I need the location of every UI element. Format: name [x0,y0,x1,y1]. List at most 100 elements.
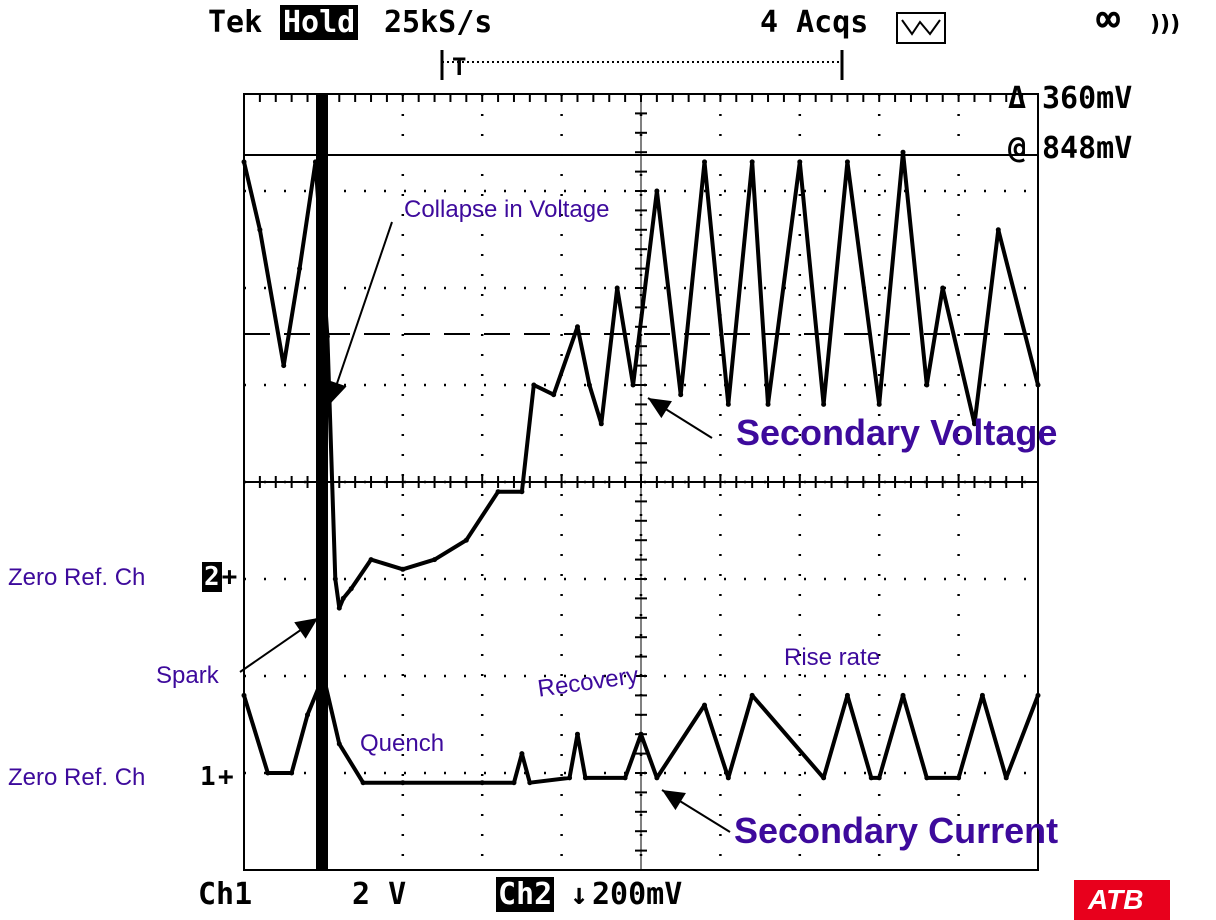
secondary-voltage-point [876,401,882,407]
secondary-voltage-point [551,392,557,398]
zero-ref-ch2-marker: 2 [202,562,222,592]
secondary-voltage-point [336,605,342,611]
delta-value: 360mV [1042,81,1133,116]
collapse-arrow-head [327,379,347,404]
secondary-voltage-point [348,586,354,592]
collapse-arrow [329,221,393,405]
secondary-current-point [289,770,295,776]
delta-symbol: Δ [1008,81,1027,116]
at-symbol: @ [1008,131,1027,166]
ch1-scale: 2 V [352,877,407,912]
secondary-voltage-label: Secondary Voltage [736,412,1058,453]
rise-rate-label: Rise rate [784,644,881,671]
secondary-voltage-point [702,159,708,165]
secondary-voltage-point [725,401,731,407]
spark-arrow-head [294,618,318,639]
secondary-current-point [622,775,628,781]
secondary-voltage-point [900,149,906,155]
ch2-label: Ch2 [496,877,555,912]
secondary-voltage-point [340,595,346,601]
secondary-current-label: Secondary Current [734,810,1059,851]
secondary-current-point [320,673,326,679]
secondary-current-point [567,775,573,781]
secondary-current-point [511,780,517,786]
secondary-voltage-point [586,382,592,388]
secondary-voltage-point [257,227,263,233]
secondary-voltage-point [821,401,827,407]
secondary-voltage-point [630,382,636,388]
voltage-arrow-head [648,398,672,419]
secondary-current-point [519,751,525,757]
ch2-scale: 200mV [592,877,683,912]
secondary-current-point [360,780,366,786]
secondary-current-point [336,741,342,747]
secondary-current-point [305,712,311,718]
secondary-current-point [821,775,827,781]
secondary-voltage-point [749,159,755,165]
sample-rate: 25kS/s [384,5,493,40]
secondary-voltage-point [1035,382,1041,388]
secondary-voltage-point [844,159,850,165]
secondary-voltage-point [332,576,338,582]
company-logo: ATB [1074,880,1170,920]
infinity-icon: ∞ [1096,0,1121,42]
zero-ref-ch2-label: Zero Ref. Ch [8,564,146,591]
secondary-voltage-point [574,324,580,330]
secondary-current-point [876,775,882,781]
secondary-current-point [1035,692,1041,698]
secondary-voltage-point [678,392,684,398]
secondary-voltage-point [495,489,501,495]
trigger-marker: T [452,53,467,81]
secondary-current-point [844,692,850,698]
secondary-current-point [574,731,580,737]
secondary-voltage-point [765,401,771,407]
secondary-voltage-point [432,557,438,563]
zero-ref-ch1-label: Zero Ref. Ch [8,764,146,791]
secondary-current-point [924,775,930,781]
secondary-current-point [979,692,985,698]
acquisition-count: 4 Acqs [760,5,869,40]
secondary-current-point [956,775,962,781]
ch1-label: Ch1 [198,877,253,912]
secondary-voltage-point [531,382,537,388]
secondary-voltage-point [614,285,620,291]
secondary-current-point [527,780,533,786]
secondary-current-point [900,692,906,698]
secondary-voltage-point [463,537,469,543]
secondary-voltage-point [598,421,604,427]
annotation-arrows [239,221,731,833]
zero-ref-ch1-marker: 1 [200,762,216,792]
secondary-current-point [868,775,874,781]
secondary-voltage-point [241,159,247,165]
secondary-voltage-point [995,227,1001,233]
hold-mode-badge: Hold [280,5,359,40]
secondary-current-point [241,692,247,698]
at-value: 848mV [1042,131,1133,166]
secondary-voltage-point [312,159,318,165]
secondary-voltage-point [797,159,803,165]
secondary-voltage-point [940,285,946,291]
ch2-coupling: ↓ [570,877,589,912]
secondary-voltage-point [654,188,660,194]
speaker-waves-icon: ))) [1150,12,1181,37]
spark-label: Spark [156,662,219,689]
secondary-current-point [1003,775,1009,781]
collapse-annotation: Collapse in Voltage [404,196,610,223]
brand-label: Tek [208,5,263,40]
secondary-voltage-point [400,566,406,572]
secondary-current-point [702,702,708,708]
secondary-current-point [582,775,588,781]
secondary-voltage-point [924,382,930,388]
quench-label: Quench [360,730,445,757]
secondary-current-point [725,775,731,781]
secondary-voltage-point [971,421,977,427]
current-arrow-head [662,790,686,811]
waveform-traces [241,149,1041,786]
secondary-current-point [749,692,755,698]
secondary-current-point [479,780,485,786]
secondary-current-point [638,731,644,737]
secondary-current-point [400,780,406,786]
secondary-voltage-point [324,334,330,339]
peak-detect-icon [896,12,946,44]
